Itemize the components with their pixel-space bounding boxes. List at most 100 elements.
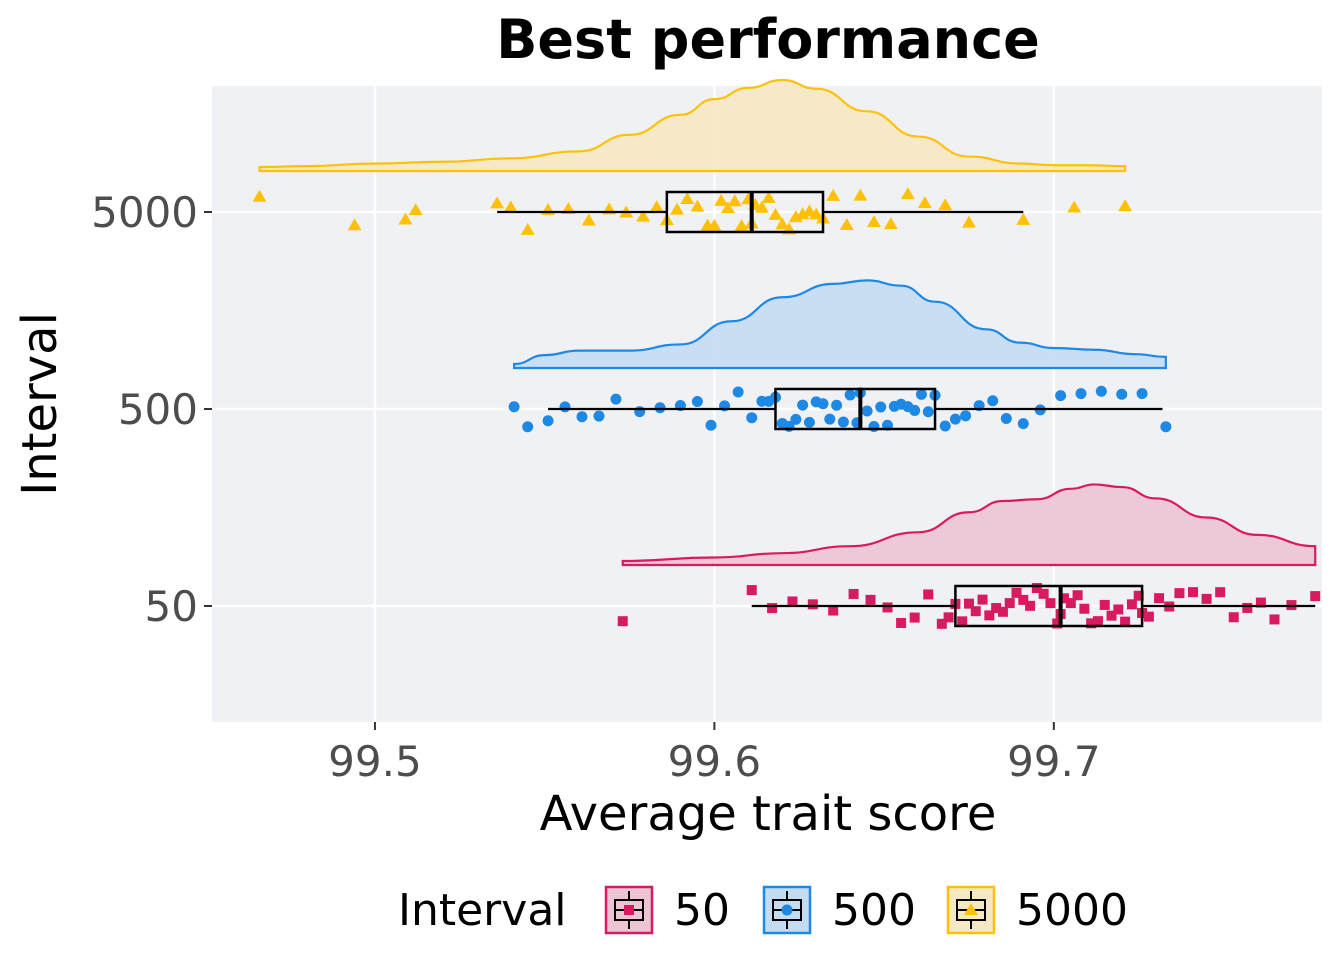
legend-item-500: 500 (762, 885, 916, 936)
x-axis: 99.5 99.6 99.7 (328, 722, 1101, 786)
data-point-500 (824, 413, 836, 425)
data-point-50 (1086, 618, 1097, 629)
data-point-50 (1255, 597, 1266, 608)
legend-label: 500 (832, 885, 916, 936)
data-point-500 (732, 386, 744, 398)
data-point-50 (1099, 599, 1110, 610)
data-point-500 (1116, 388, 1128, 400)
data-point-500 (1160, 421, 1172, 433)
data-point-5000 (839, 217, 854, 230)
data-point-5000 (690, 199, 705, 212)
data-point-500 (922, 406, 934, 418)
data-point-50 (882, 602, 893, 613)
data-point-500 (861, 405, 873, 417)
data-point-500 (949, 413, 961, 425)
data-point-5000 (1016, 212, 1031, 225)
y-tick-label: 50 (145, 582, 198, 631)
legend-label: 5000 (1016, 885, 1128, 936)
data-point-50 (1174, 588, 1185, 599)
x-tick-label: 99.6 (668, 737, 762, 786)
data-point-5000 (1067, 200, 1082, 213)
data-point-50 (970, 606, 981, 617)
data-point-500 (522, 421, 534, 433)
y-tick-label: 500 (118, 385, 198, 434)
density-clouds (258, 78, 1317, 567)
data-point-50 (1201, 593, 1212, 604)
data-point-5000 (252, 189, 267, 202)
data-point-500 (610, 393, 622, 405)
data-point-50 (1106, 610, 1117, 621)
box-5000 (665, 190, 825, 234)
data-point-50 (1045, 598, 1056, 609)
x-tick-label: 99.7 (1007, 737, 1101, 786)
data-point-500 (939, 420, 951, 432)
data-point-50 (1079, 603, 1090, 614)
x-axis-title: Average trait score (540, 786, 997, 842)
data-point-50 (936, 618, 947, 629)
data-point-500 (837, 416, 849, 428)
data-point-500 (1136, 388, 1148, 400)
data-point-50 (848, 588, 859, 599)
data-point-5000 (398, 212, 413, 225)
data-point-50 (1188, 587, 1199, 598)
legend-key-marker (781, 904, 793, 916)
data-point-50 (1072, 590, 1083, 601)
data-point-5000 (768, 207, 783, 220)
data-point-5000 (761, 191, 776, 204)
data-point-50 (1133, 590, 1144, 601)
data-point-50 (767, 603, 778, 614)
data-point-500 (960, 410, 972, 422)
data-point-5000 (727, 194, 742, 207)
x-tick-label: 99.5 (328, 737, 422, 786)
data-point-50 (1215, 587, 1226, 598)
data-point-500 (691, 396, 703, 408)
data-point-500 (1000, 413, 1012, 425)
data-point-5000 (917, 196, 932, 209)
data-point-50 (997, 606, 1008, 617)
data-point-50 (1031, 583, 1042, 594)
legend-item-5000: 5000 (946, 885, 1128, 936)
data-point-50 (1052, 618, 1063, 629)
density-cloud-500 (513, 279, 1167, 370)
data-point-5000 (809, 207, 824, 220)
box-50 (954, 584, 1144, 628)
data-point-50 (1242, 602, 1253, 613)
data-point-50 (963, 598, 974, 609)
data-point-5000 (714, 193, 729, 206)
data-point-500 (634, 406, 646, 418)
data-point-500 (508, 401, 520, 413)
data-point-50 (943, 612, 954, 623)
data-point-500 (1017, 418, 1029, 430)
y-axis-title: Interval (12, 312, 68, 496)
data-point-50 (1269, 614, 1280, 625)
box-500 (774, 387, 937, 431)
data-point-50 (1143, 611, 1154, 622)
data-point-500 (542, 415, 554, 427)
legend: Interval 50 500 5000 (398, 885, 1128, 936)
data-point-50 (984, 610, 995, 621)
legend-label: 50 (674, 885, 730, 936)
data-point-50 (865, 594, 876, 605)
legend-item-50: 50 (604, 885, 730, 936)
data-point-500 (1075, 388, 1087, 400)
data-point-50 (1004, 598, 1015, 609)
legend-key-marker (624, 905, 634, 915)
data-point-5000 (866, 215, 881, 228)
data-point-500 (746, 412, 758, 424)
data-point-50 (1126, 599, 1137, 610)
data-point-50 (828, 605, 839, 616)
data-point-50 (909, 612, 920, 623)
data-point-5000 (754, 200, 769, 213)
data-point-50 (1154, 593, 1165, 604)
y-tick-label: 5000 (91, 188, 198, 237)
data-point-500 (831, 399, 843, 411)
density-cloud-5000 (258, 78, 1127, 173)
data-point-50 (1038, 588, 1049, 599)
data-point-5000 (883, 217, 898, 230)
data-point-500 (817, 398, 829, 410)
data-point-500 (987, 395, 999, 407)
data-point-5000 (649, 200, 664, 213)
data-point-500 (1095, 385, 1107, 397)
data-point-500 (875, 401, 887, 413)
